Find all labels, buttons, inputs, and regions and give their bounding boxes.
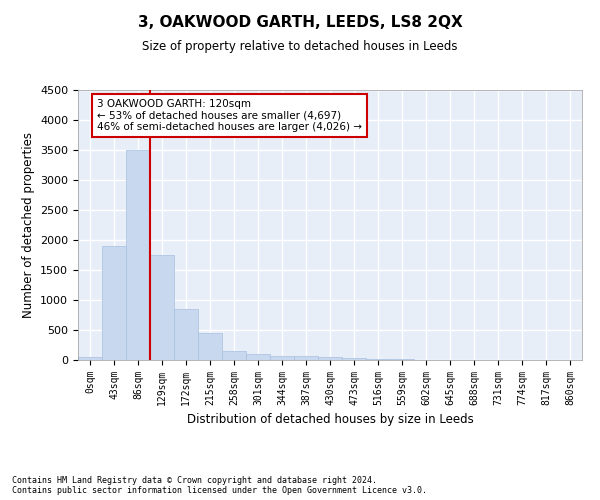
Bar <box>174 309 198 360</box>
Text: 3, OAKWOOD GARTH, LEEDS, LS8 2QX: 3, OAKWOOD GARTH, LEEDS, LS8 2QX <box>137 15 463 30</box>
Bar <box>198 333 222 360</box>
Bar <box>270 356 294 360</box>
Bar <box>342 358 366 360</box>
X-axis label: Distribution of detached houses by size in Leeds: Distribution of detached houses by size … <box>187 414 473 426</box>
Bar <box>246 354 270 360</box>
Bar <box>294 356 318 360</box>
Y-axis label: Number of detached properties: Number of detached properties <box>22 132 35 318</box>
Bar <box>150 255 174 360</box>
Bar <box>222 351 246 360</box>
Bar <box>78 357 102 360</box>
Text: Contains HM Land Registry data © Crown copyright and database right 2024.
Contai: Contains HM Land Registry data © Crown c… <box>12 476 427 495</box>
Text: 3 OAKWOOD GARTH: 120sqm
← 53% of detached houses are smaller (4,697)
46% of semi: 3 OAKWOOD GARTH: 120sqm ← 53% of detache… <box>97 99 362 132</box>
Bar <box>102 246 126 360</box>
Bar <box>126 150 150 360</box>
Bar <box>366 359 390 360</box>
Bar <box>318 357 342 360</box>
Text: Size of property relative to detached houses in Leeds: Size of property relative to detached ho… <box>142 40 458 53</box>
